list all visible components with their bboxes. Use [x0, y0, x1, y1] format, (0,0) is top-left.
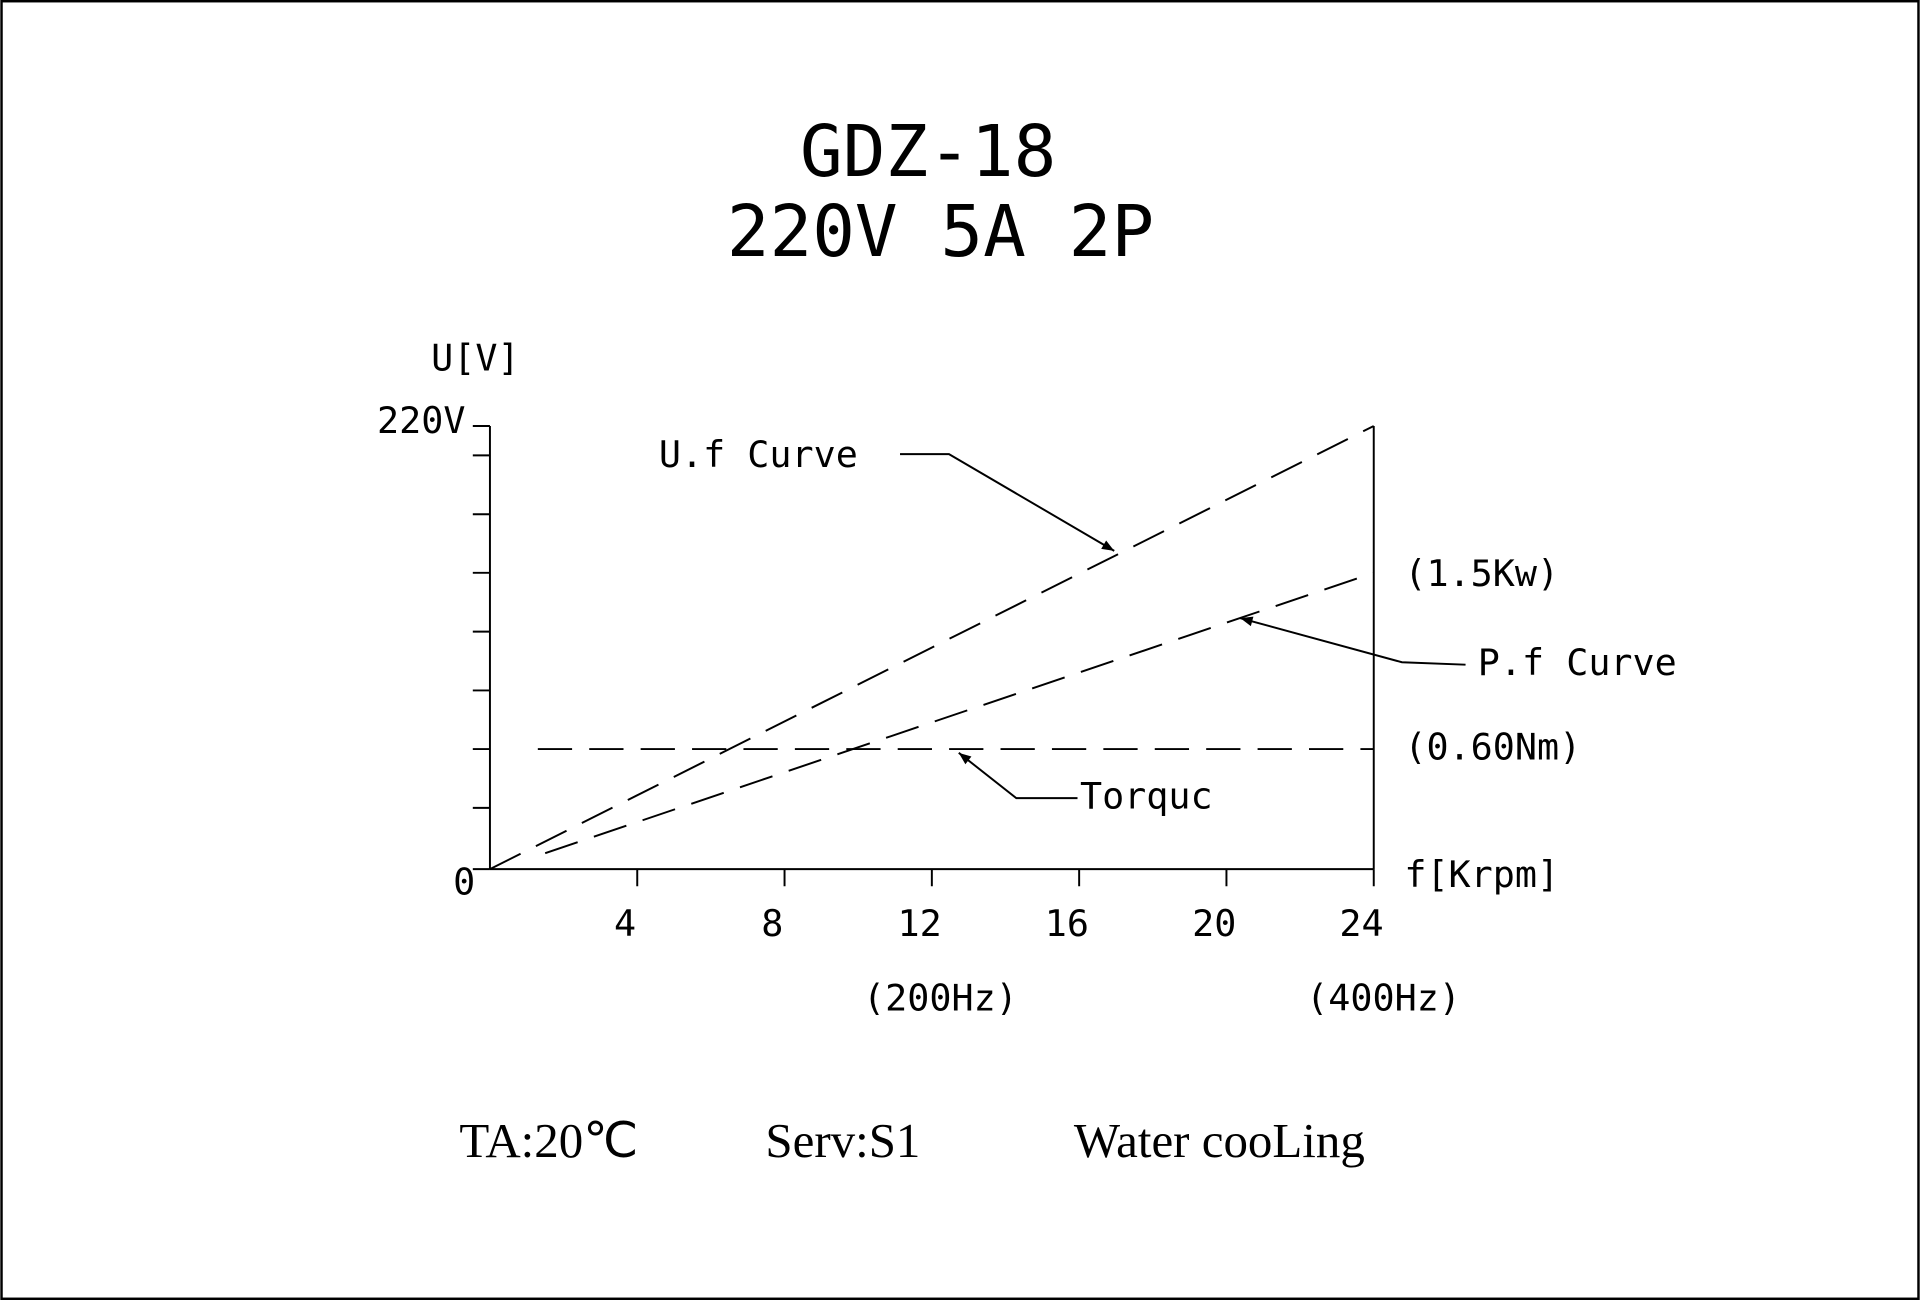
footer-note: Serv:S1	[765, 1113, 920, 1168]
x-axis-label: f[Krpm]	[1404, 853, 1559, 896]
x-tick-label: 20	[1192, 902, 1236, 945]
annotation: (1.5Kw)	[1404, 552, 1559, 595]
series-label: P.f Curve	[1478, 641, 1677, 684]
series-label: U.f Curve	[659, 433, 858, 476]
y-tick-label: 220V	[377, 399, 465, 442]
annotation: (200Hz)	[863, 977, 1018, 1020]
y-tick-label: 0	[453, 860, 475, 903]
x-tick-label: 4	[614, 902, 636, 945]
x-tick-label: 16	[1045, 902, 1089, 945]
footer-note: TA:20℃	[459, 1113, 638, 1168]
x-tick-label: 12	[897, 902, 941, 945]
annotation: (0.60Nm)	[1404, 726, 1581, 769]
chart-title: GDZ-18	[800, 110, 1056, 193]
series-line	[544, 571, 1375, 855]
series-line	[489, 425, 1375, 870]
leader-line	[1240, 616, 1466, 666]
annotation: (400Hz)	[1306, 977, 1461, 1020]
chart-subtitle: 220V 5A 2P	[727, 190, 1154, 273]
y-axis-label: U[V]	[431, 336, 519, 379]
leader-line	[900, 453, 1115, 552]
series-label: Torquc	[1080, 775, 1213, 818]
footer-note: Water cooLing	[1074, 1113, 1365, 1168]
x-tick-label: 8	[761, 902, 783, 945]
x-tick-label: 24	[1339, 902, 1383, 945]
leader-line	[958, 752, 1078, 800]
